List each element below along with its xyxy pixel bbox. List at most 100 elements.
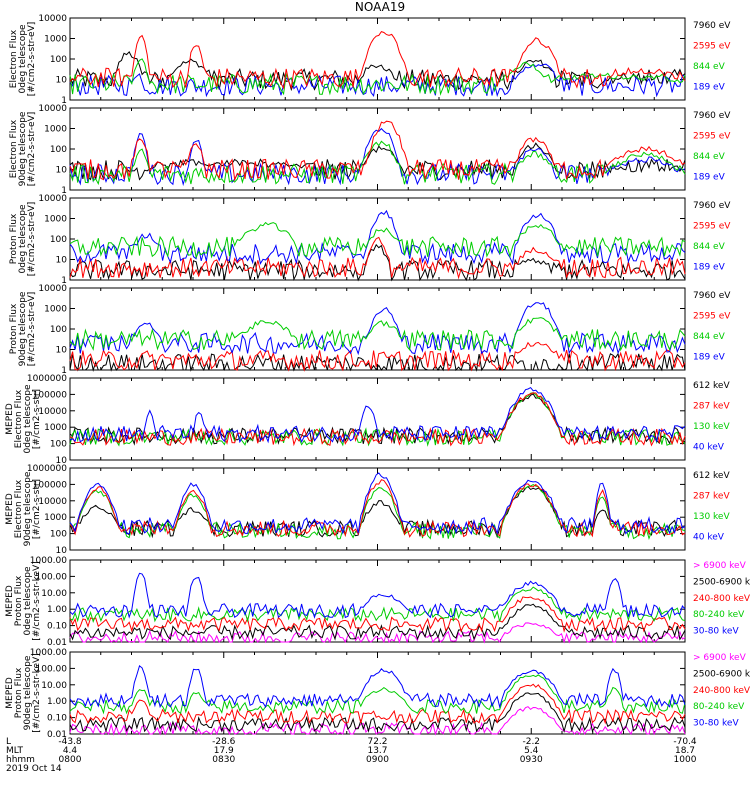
y-tick-label: 10 — [56, 256, 68, 266]
y-axis-label: MEPED — [5, 585, 15, 617]
y-tick-label: 100000 — [33, 480, 68, 490]
y-axis-label: MEPED — [5, 677, 15, 709]
series-line — [69, 352, 686, 372]
y-tick-label: 1000 — [44, 423, 67, 433]
y-tick-label: 0.01 — [47, 730, 67, 740]
y-tick-label: 0.01 — [47, 638, 67, 648]
y-tick-label: 1000 — [44, 513, 67, 523]
x-tick-label: 13.7 — [367, 746, 387, 756]
series-line — [69, 674, 686, 715]
series-line — [69, 120, 686, 182]
y-axis-label: 0deg telescope — [18, 204, 28, 274]
series-line — [69, 51, 686, 92]
y-tick-label: 10000 — [38, 284, 67, 294]
y-tick-label: 10000 — [38, 407, 67, 417]
legend-entry: 240-800 keV — [693, 686, 750, 696]
y-tick-label: 10 — [56, 166, 68, 176]
legend-entry: 844 eV — [693, 242, 726, 252]
series-line — [69, 140, 686, 186]
y-tick-label: 1 — [61, 96, 67, 106]
panel-2: 1 10 100 1000 10000 Electron Flux 90deg telesc… — [9, 104, 731, 196]
y-axis-label: Proton Flux — [14, 575, 24, 626]
series-line — [69, 603, 686, 641]
legend-entry: 287 keV — [693, 402, 730, 412]
legend-entry: 189 eV — [693, 173, 726, 183]
y-axis-label: MEPED — [5, 403, 15, 435]
legend-entry: 30-80 keV — [693, 627, 739, 637]
y-tick-label: 100 — [50, 440, 67, 450]
y-axis-label: 0deg telescope — [18, 24, 28, 94]
x-tick-label: 0830 — [212, 755, 235, 765]
series-line — [69, 393, 686, 446]
legend-entry: 287 keV — [693, 492, 730, 502]
legend-entry: 2595 eV — [693, 42, 731, 52]
y-tick-label: 1000000 — [27, 374, 67, 384]
y-tick-label: 10000 — [38, 104, 67, 114]
legend-entry: 189 eV — [693, 353, 726, 363]
date-label: 2019 Oct 14 — [6, 764, 62, 774]
legend-entry: 7960 eV — [693, 291, 731, 301]
legend-entry: 189 eV — [693, 263, 726, 273]
x-tick-label: 5.4 — [524, 746, 539, 756]
y-axis-label: 0deg telescope — [23, 566, 33, 636]
legend-entry: 612 keV — [693, 471, 730, 481]
series-line — [69, 596, 686, 633]
series-line — [69, 683, 686, 725]
y-tick-label: 10000 — [38, 194, 67, 204]
legend-entry: 844 eV — [693, 152, 726, 162]
series-line — [69, 706, 686, 736]
legend-entry: 844 eV — [693, 332, 726, 342]
panel-4: 1 10 100 1000 10000 Proton Flux 90deg telescop… — [9, 284, 731, 376]
y-tick-label: 1 — [61, 276, 67, 286]
series-line — [69, 692, 686, 733]
x-tick-label: -43.8 — [58, 737, 82, 747]
series-line — [69, 30, 686, 90]
legend-entry: 240-800 keV — [693, 594, 750, 604]
x-tick-label: 18.7 — [675, 746, 695, 756]
y-tick-label: 100000 — [33, 390, 68, 400]
y-axis-label: 90deg telescope — [23, 655, 33, 730]
panel-1: 1 10 100 1000 10000 Electron Flux 0deg telesco… — [9, 14, 731, 106]
legend-entry: 130 keV — [693, 422, 730, 432]
y-tick-label: 1000 — [44, 125, 67, 135]
legend-entry: 844 eV — [693, 62, 726, 72]
y-axis-label: MEPED — [5, 493, 15, 525]
legend-entry: 2500-6900 keV — [693, 577, 750, 587]
series-line — [69, 485, 686, 539]
panel-7: 0.01 0.10 1.00 10.00 100.00 1000.00 MEPED Proto… — [5, 556, 750, 648]
x-tick-label: -28.6 — [212, 737, 236, 747]
legend-entry: 2500-6900 keV — [693, 669, 750, 679]
y-axis-label: [#/cm2-s-str-eV] — [27, 22, 37, 97]
chart-title: NOAA19 — [355, 0, 405, 14]
y-axis-label: Electron Flux — [9, 29, 19, 88]
series-line — [69, 622, 686, 644]
y-axis-label: [#/cm2-s-str-eV] — [27, 202, 37, 277]
legend-entry: 2595 eV — [693, 222, 731, 232]
y-tick-label: 1 — [61, 366, 67, 376]
legend-entry: 40 keV — [693, 533, 725, 543]
legend-entry: 612 keV — [693, 381, 730, 391]
panel-frame — [69, 377, 686, 461]
x-tick-label: 17.9 — [214, 746, 234, 756]
y-tick-label: 10000 — [38, 497, 67, 507]
y-tick-label: 100 — [50, 55, 67, 65]
y-axis-label: [#/cm2-s-str-keV] — [32, 561, 42, 640]
x-tick-label: 72.2 — [367, 737, 387, 747]
x-row-name: MLT — [6, 746, 24, 756]
x-axis-group: L -43.8 -28.6 72.2 -2.2 -70.4 MLT 4.4 17.9 13.7 5.… — [6, 737, 697, 774]
y-axis-label: Electron Flux — [9, 119, 19, 178]
series-line — [69, 665, 686, 709]
legend-entry: 130 keV — [693, 512, 730, 522]
y-tick-label: 10 — [56, 346, 68, 356]
panel-5: 10 100 1000 10000 100000 1000000 MEPED Electron… — [5, 374, 730, 466]
legend-entry: 7960 eV — [693, 201, 731, 211]
y-tick-label: 1 — [61, 186, 67, 196]
series-line — [69, 236, 686, 280]
y-axis-label: [#/cm2-s-str-eV] — [27, 292, 37, 367]
series-line — [69, 243, 686, 282]
y-axis-label: Proton Flux — [9, 213, 19, 264]
y-tick-label: 10.00 — [41, 681, 67, 691]
y-axis-label: Electron Flux — [14, 389, 24, 448]
y-tick-label: 1000000 — [27, 464, 67, 474]
